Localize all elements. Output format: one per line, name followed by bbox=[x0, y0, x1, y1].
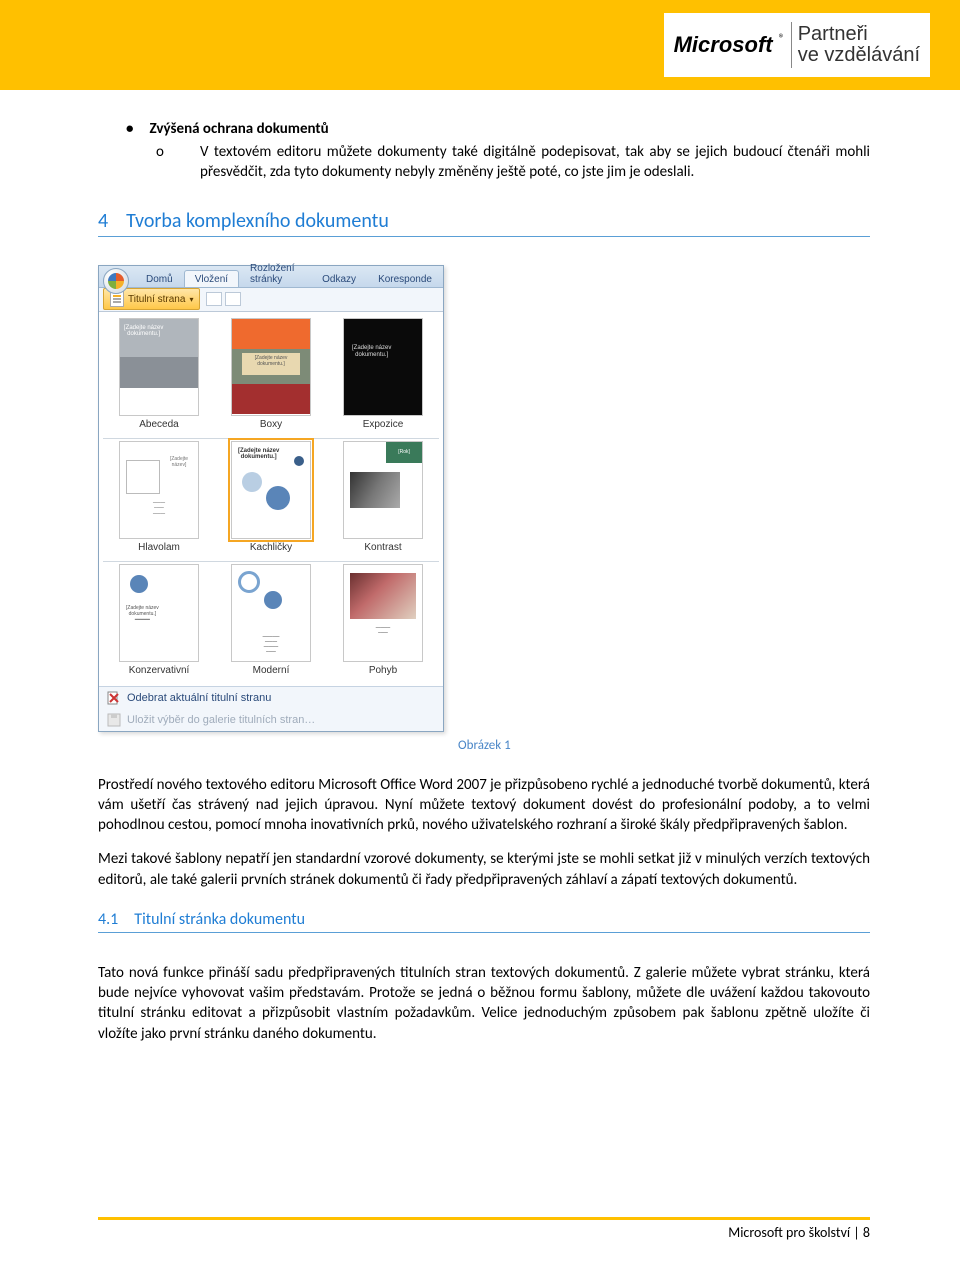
microsoft-logo: Microsoft ® Partneři ve vzdělávání bbox=[664, 13, 930, 77]
header-logos: Microsoft ® Partneři ve vzdělávání bbox=[664, 0, 930, 90]
partner-text: Partneři ve vzdělávání bbox=[798, 24, 920, 66]
section-4-heading: 4 Tvorba komplexního dokumentu bbox=[98, 209, 870, 237]
mini-icon-1[interactable] bbox=[206, 292, 222, 306]
tab-odkazy[interactable]: Odkazy bbox=[311, 270, 367, 287]
para-1: Prostředí nového textového editoru Micro… bbox=[98, 775, 870, 836]
remove-title-page[interactable]: Odebrat aktuální titulní stranu bbox=[99, 687, 443, 709]
figure-1: Domů Vložení Rozložení stránky Odkazy Ko… bbox=[98, 265, 870, 753]
thumb-moderni[interactable]: ━━━━━━━━━━━━━━━━━━━━━━ bbox=[231, 564, 311, 662]
thumb-hlavolam[interactable]: [Zadejte název]━━━━━━━━━━━━━━ bbox=[119, 441, 199, 539]
thumb-expozice[interactable]: [Zadejte názevdokumentu.] bbox=[343, 318, 423, 416]
thumb-konzervativni[interactable]: [Zadejte názevdokumentu.]━━━━━ bbox=[119, 564, 199, 662]
para-2: Mezi takové šablony nepatří jen standard… bbox=[98, 849, 870, 890]
save-to-gallery: Uložit výběr do galerie titulních stran… bbox=[99, 709, 443, 731]
thumb-boxy[interactable]: [Zadejte název dokumentu.] bbox=[231, 318, 311, 416]
office-button[interactable] bbox=[103, 268, 129, 294]
save-icon bbox=[107, 713, 121, 727]
tab-koresp[interactable]: Koresponde bbox=[367, 270, 443, 287]
page-footer: Microsoft pro školství | 8 bbox=[98, 1217, 870, 1241]
bullet-zvysena-ochrana: Zvýšená ochrana dokumentů bbox=[126, 120, 870, 138]
remove-icon bbox=[107, 691, 121, 705]
para-3: Tato nová funkce přináší sadu předpřipra… bbox=[98, 963, 870, 1044]
mini-icon-2[interactable] bbox=[225, 292, 241, 306]
figure-caption: Obrázek 1 bbox=[458, 738, 511, 753]
bullet-sub-text: oV textovém editoru můžete dokumenty tak… bbox=[178, 142, 870, 183]
microsoft-logo-text: Microsoft bbox=[674, 32, 773, 58]
word-titlepage-gallery: Domů Vložení Rozložení stránky Odkazy Ko… bbox=[98, 265, 444, 732]
tab-domu[interactable]: Domů bbox=[135, 270, 184, 287]
tab-vlozeni[interactable]: Vložení bbox=[184, 270, 239, 287]
chevron-down-icon: ▾ bbox=[189, 295, 193, 304]
ribbon-tabs: Domů Vložení Rozložení stránky Odkazy Ko… bbox=[99, 266, 443, 288]
thumb-kontrast[interactable]: [Rok] bbox=[343, 441, 423, 539]
header-bar: Microsoft ® Partneři ve vzdělávání bbox=[0, 0, 960, 90]
subsection-4-1: 4.1 Titulní stránka dokumentu bbox=[98, 910, 870, 933]
thumb-pohyb[interactable]: ━━━━━━━━━━ bbox=[343, 564, 423, 662]
thumb-abeceda[interactable]: [Zadejte názevdokumentu.] bbox=[119, 318, 199, 416]
thumb-kachlicky[interactable]: [Zadejte názevdokumentu.] bbox=[231, 441, 311, 539]
tab-rozlozeni[interactable]: Rozložení stránky bbox=[239, 259, 311, 287]
